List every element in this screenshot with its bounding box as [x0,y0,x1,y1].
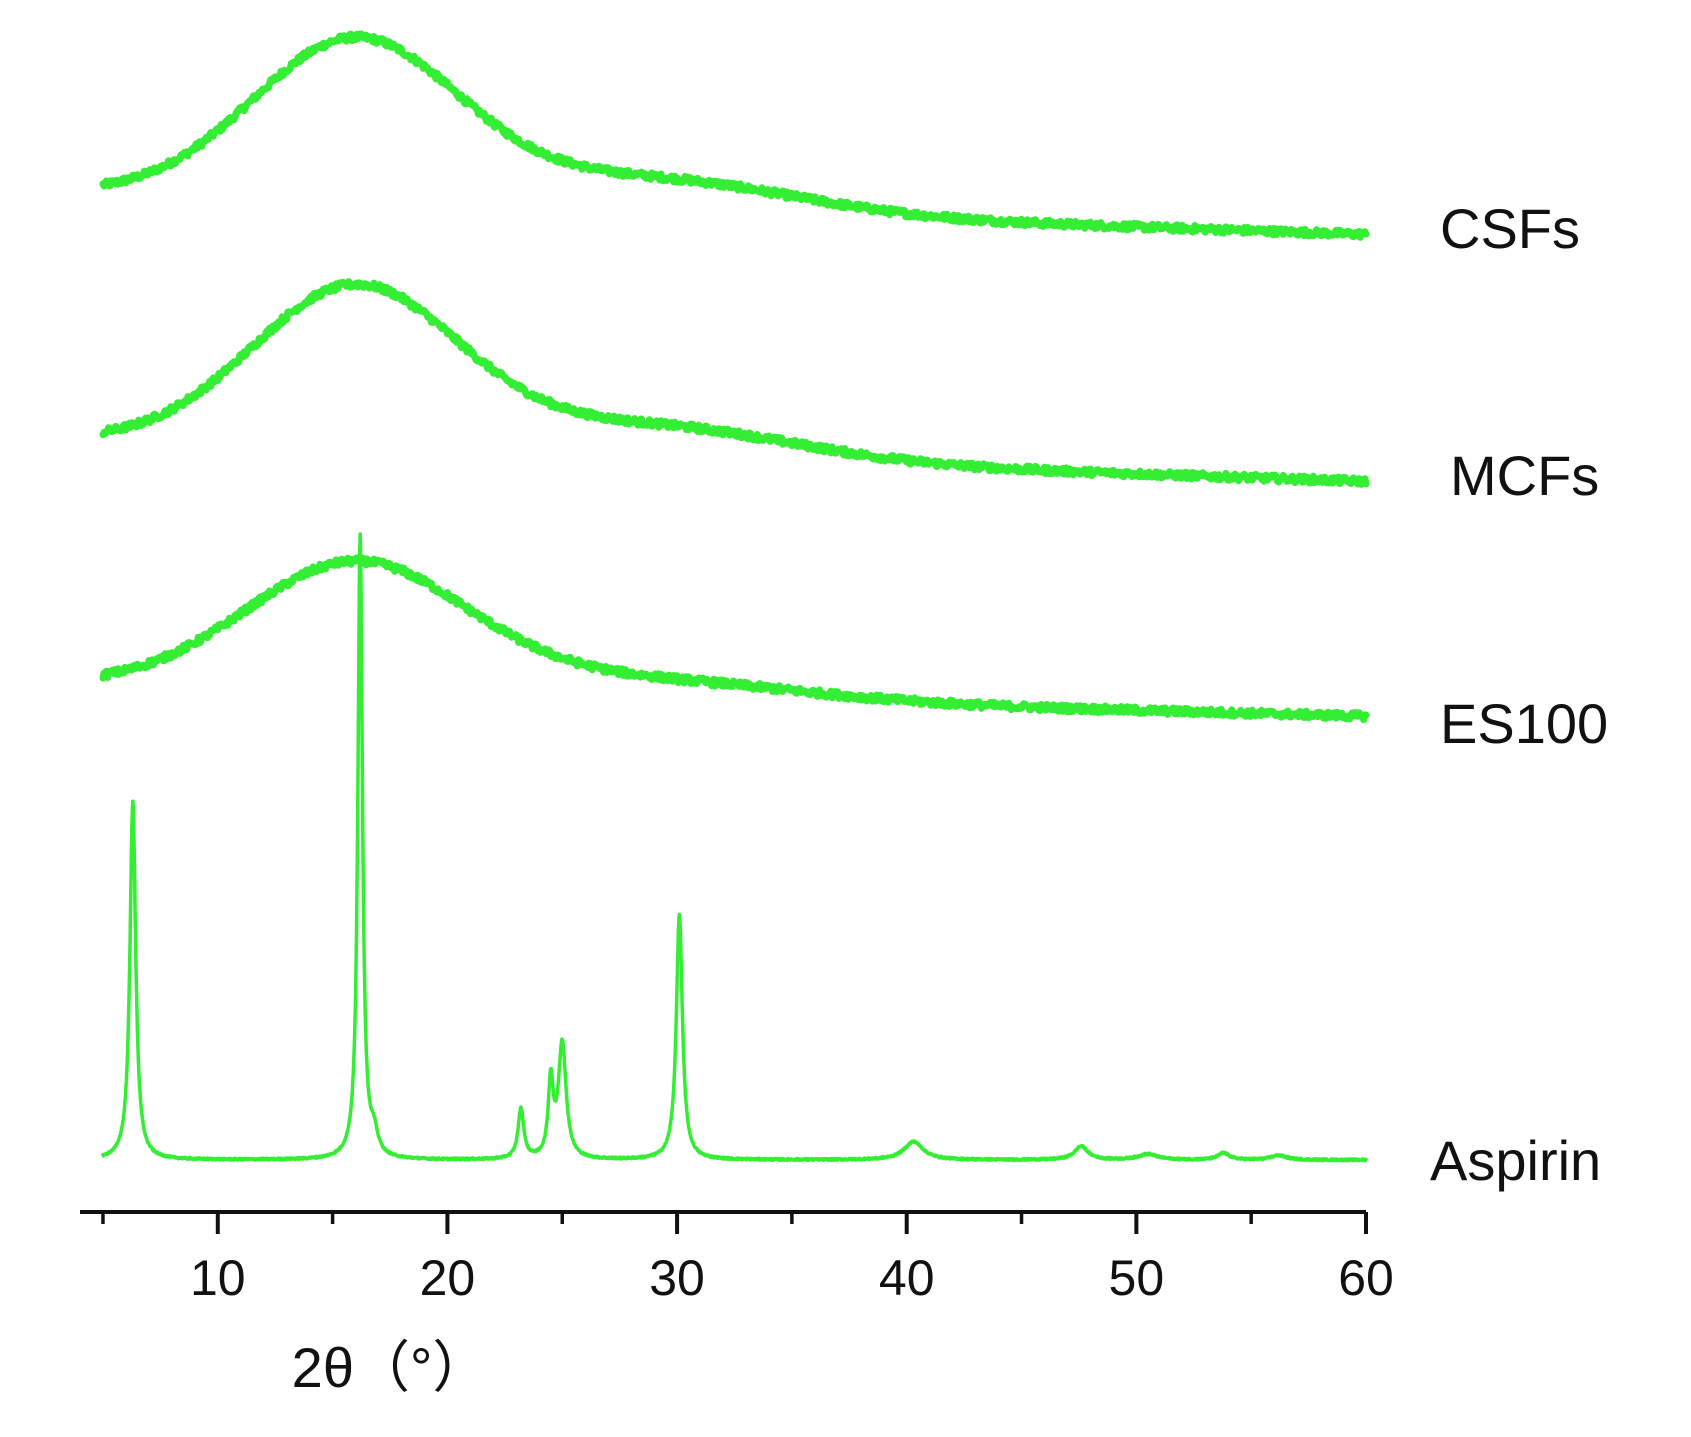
traces-group [99,30,1370,1163]
x-tick-label: 60 [1338,1250,1394,1306]
x-tick-labels-group: 10 20 30 40 50 60 [190,1250,1394,1306]
series-label-es100: ES100 [1440,692,1608,755]
series-labels-group: CSFs MCFs ES100 Aspirin [1430,197,1608,1192]
series-label-csfs: CSFs [1440,197,1580,260]
x-tick-label: 20 [420,1250,476,1306]
x-tick-label: 40 [879,1250,935,1306]
x-tick-label: 50 [1109,1250,1165,1306]
x-axis: 10 20 30 40 50 60 [80,1210,1394,1306]
series-line-csfs [99,30,1370,241]
series-line-aspirin [101,532,1368,1163]
series-label-aspirin: Aspirin [1430,1129,1601,1192]
series-label-mcfs: MCFs [1450,444,1599,507]
x-axis-title: 2θ（°） [292,1336,489,1399]
x-ticks-group [101,1212,1368,1234]
series-line-mcfs [99,278,1370,488]
x-tick-label: 10 [190,1250,246,1306]
x-tick-label: 30 [649,1250,705,1306]
series-line-es100 [99,554,1370,724]
